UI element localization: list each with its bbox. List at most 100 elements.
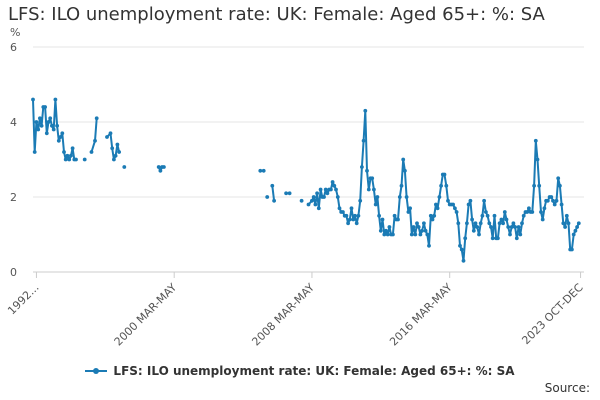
data-point [533,138,538,143]
data-point [105,135,109,139]
data-point [310,198,314,203]
data-point [411,225,416,229]
data-point [313,202,318,207]
data-point [570,247,574,252]
data-point [67,157,72,162]
data-point [332,183,337,188]
data-point [108,131,113,136]
data-point [437,195,442,199]
data-point [463,236,468,241]
data-point [117,150,121,154]
data-point [93,138,97,143]
data-point [513,225,517,229]
data-point [315,191,319,196]
data-point [372,187,376,192]
data-point [354,221,359,226]
data-point [334,187,338,192]
data-point [561,221,566,226]
data-point [409,232,414,237]
data-point [566,221,571,226]
y-axis-ticks: 0 2 4 6 [10,41,17,279]
data-point [539,210,543,214]
data-point [70,146,75,151]
x-tick-label: 2008 MAR-MAY [249,281,317,349]
x-tick-label: 2000 MAR-MAY [112,281,180,349]
legend: LFS: ILO unemployment rate: UK: Female: … [0,364,600,379]
data-point [363,108,368,113]
data-point [399,183,404,188]
data-point [478,221,483,226]
legend-item[interactable]: LFS: ILO unemployment rate: UK: Female: … [85,364,515,378]
data-point [65,153,70,158]
data-point [311,195,316,199]
x-tick-label: 2016 MAR-MAY [387,281,455,349]
data-point [511,221,516,226]
data-point [420,228,424,233]
data-point [456,221,461,226]
gridlines [33,46,584,273]
data-point [94,116,99,121]
data-point [525,210,530,214]
data-point [392,213,397,218]
data-point [325,191,330,196]
data-point [425,232,430,237]
data-point [396,217,400,222]
data-point [50,123,54,128]
y-tick-label: 2 [10,191,17,204]
data-point [545,198,550,203]
data-point [341,210,345,214]
data-point [115,142,120,147]
data-point [477,232,481,237]
data-point [32,150,37,154]
data-point [465,221,469,226]
data-point [329,187,333,192]
data-point [514,236,519,241]
data-point [446,198,450,203]
data-point [404,195,409,199]
x-tick-label: 1992... [5,281,41,317]
data-point [287,191,292,196]
y-tick-label: 6 [10,41,17,54]
data-point [573,228,578,233]
data-point [60,131,65,136]
data-point [451,202,455,207]
data-point [377,213,381,218]
data-point [58,135,63,139]
data-point [261,168,266,173]
data-point [576,221,581,226]
data-point [422,221,426,226]
data-point [458,243,462,248]
data-point [518,232,523,237]
source-label: Source: [544,381,590,395]
data-point [459,247,464,252]
data-point [323,187,328,192]
data-point [299,198,304,203]
data-point [509,225,514,229]
legend-swatch [85,366,108,376]
data-point [36,127,41,132]
data-point [55,123,59,128]
series-line [271,185,276,201]
data-point [358,198,363,203]
data-point [335,195,340,199]
data-point [113,153,118,158]
data-point [530,210,535,214]
data-point [490,236,495,241]
data-point [485,213,490,218]
x-axis-ticks: 1992... 2000 MAR-MAY 2008 MAR-MAY 2016 MAR-… [5,272,586,349]
data-point [48,116,53,121]
data-point [428,213,433,218]
data-point [540,217,545,222]
data-point [475,225,480,229]
data-point [44,131,49,136]
data-point [270,183,275,188]
data-point [408,206,412,211]
y-tick-label: 0 [10,266,17,279]
data-point [537,183,542,188]
data-point [318,187,323,192]
data-point [351,217,356,222]
data-point [322,195,326,199]
data-point [385,232,390,237]
data-point [378,228,383,233]
data-point [384,228,388,233]
